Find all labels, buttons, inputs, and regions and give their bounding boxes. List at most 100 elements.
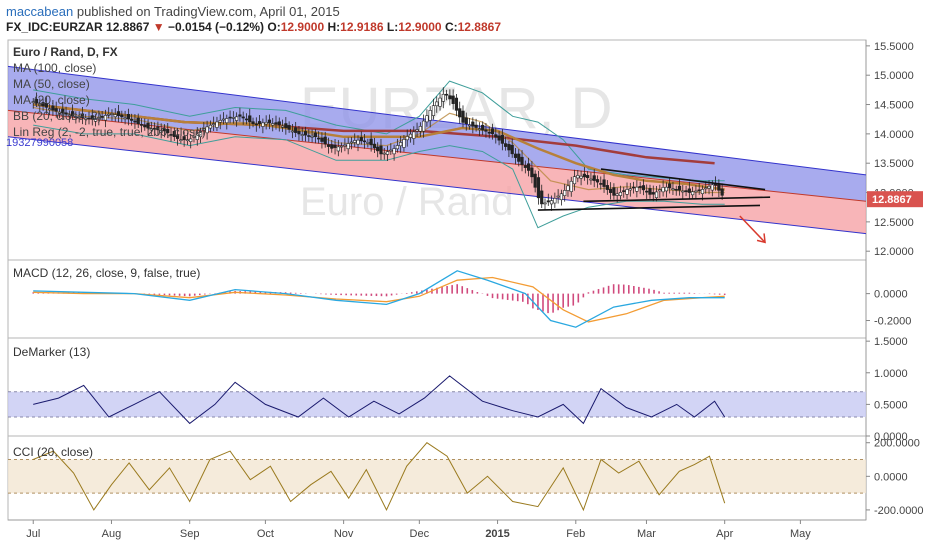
candle-body — [126, 114, 130, 120]
last-price: 12.8867 — [106, 20, 150, 34]
candle-body — [241, 116, 245, 119]
price-legend: Euro / Rand, D, FX MA (100, close) MA (5… — [6, 45, 206, 149]
candle-body — [310, 135, 314, 138]
candle-body — [136, 117, 140, 125]
candle-body — [566, 185, 570, 191]
candle-body — [487, 132, 491, 134]
candle-body — [471, 121, 475, 127]
time-axis[interactable]: Jul Aug Sep Oct Nov Dec 2015 Feb Mar Apr May — [8, 519, 866, 540]
candle-body — [90, 115, 94, 120]
candle-body — [572, 176, 577, 185]
candle-body — [172, 131, 176, 137]
linreg-value: 19327990058 — [6, 137, 73, 149]
candle-body — [261, 122, 265, 127]
candle-body — [277, 121, 281, 126]
price-panel[interactable]: EURZAR, D Euro / Rand Euro / Rand, D, FX… — [6, 45, 867, 244]
candle-body — [687, 188, 691, 193]
candle-body — [175, 134, 180, 139]
candle-body — [382, 152, 386, 155]
y-tick-label: 1.5000 — [874, 336, 908, 348]
trendline-upper[interactable] — [600, 168, 766, 191]
candle-body — [356, 139, 360, 145]
candle-body — [300, 134, 304, 136]
candle-body — [477, 128, 481, 131]
candle-body — [454, 97, 459, 111]
candle-body — [431, 105, 436, 116]
demarker-line — [33, 375, 726, 425]
price-axis[interactable]: 15.500015.000014.500014.000013.500013.00… — [866, 41, 924, 517]
candle-body — [153, 127, 157, 130]
candle-body — [313, 132, 317, 138]
candle-body — [143, 124, 147, 128]
macd-panel[interactable]: MACD (12, 26, close, 9, false, true) — [13, 266, 726, 328]
candle-body — [372, 143, 377, 149]
candle-body — [668, 183, 672, 189]
candle-body — [609, 188, 613, 193]
x-tick-label: Nov — [334, 528, 354, 540]
trendline-support[interactable] — [583, 196, 771, 203]
candle-body — [415, 129, 419, 132]
cci-line — [33, 442, 726, 512]
candle-body — [408, 133, 413, 138]
published-text: published on TradingView.com, April 01, … — [76, 4, 340, 19]
candle-body — [697, 189, 701, 192]
demarker-panel[interactable]: DeMarker (13) — [8, 345, 866, 425]
candle-body — [510, 144, 514, 155]
y-tick-label: -0.2000 — [874, 316, 911, 328]
candle-body — [720, 188, 724, 196]
legend-linreg: Lin Reg (2, -2, true, true, 200, close) — [13, 125, 206, 139]
forecast-arrow-head[interactable] — [756, 233, 766, 244]
candle-body — [146, 122, 150, 129]
candle-body — [254, 123, 258, 126]
candle-body — [645, 190, 649, 193]
candle-body — [628, 188, 632, 191]
cci-panel[interactable]: CCI (20, close) — [8, 442, 866, 512]
candle-body — [359, 137, 363, 142]
y-tick-label: 1.0000 — [874, 368, 908, 380]
candle-body — [248, 115, 252, 123]
candle-body — [523, 165, 527, 168]
candle-body — [395, 145, 399, 150]
candle-body — [700, 189, 705, 195]
forecast-arrow-shaft[interactable] — [739, 215, 766, 243]
candle-body — [422, 120, 426, 132]
y-tick-label: 14.0000 — [874, 129, 914, 141]
candle-body — [67, 114, 71, 117]
y-tick-label: 200.0000 — [874, 438, 920, 450]
candle-body — [100, 116, 104, 118]
candle-body — [612, 187, 616, 196]
trendline-lower[interactable] — [537, 204, 761, 211]
y-tick-label: -200.0000 — [874, 505, 924, 517]
y-tick-label: 15.5000 — [874, 41, 914, 53]
low-value: 12.9000 — [398, 20, 442, 34]
candle-body — [284, 123, 288, 129]
candle-body — [595, 179, 600, 183]
candle-body — [677, 185, 682, 191]
candle-body — [336, 146, 340, 152]
candle-body — [93, 118, 98, 122]
candle-body — [536, 177, 541, 199]
candle-body — [484, 129, 488, 132]
x-tick-label: Jul — [26, 528, 40, 540]
candle-body — [540, 190, 544, 205]
candle-body — [461, 110, 465, 123]
x-tick-label: Oct — [257, 528, 274, 540]
y-tick-label: 12.5000 — [874, 217, 914, 229]
candle-body — [103, 115, 108, 121]
author-link[interactable]: maccabean — [6, 4, 74, 19]
candle-body — [618, 191, 623, 196]
candle-body — [317, 137, 321, 140]
candle-body — [500, 134, 504, 144]
down-arrow-icon: ▼ — [152, 20, 165, 34]
candle-body — [274, 122, 278, 125]
candle-body — [133, 120, 137, 123]
low-label: L: — [386, 20, 399, 34]
candle-body — [80, 113, 85, 118]
candle-body — [185, 139, 190, 142]
candle-body — [392, 148, 396, 155]
candle-body — [704, 187, 708, 190]
candle-body — [244, 118, 249, 121]
candle-body — [77, 116, 81, 119]
candle-body — [192, 136, 196, 138]
